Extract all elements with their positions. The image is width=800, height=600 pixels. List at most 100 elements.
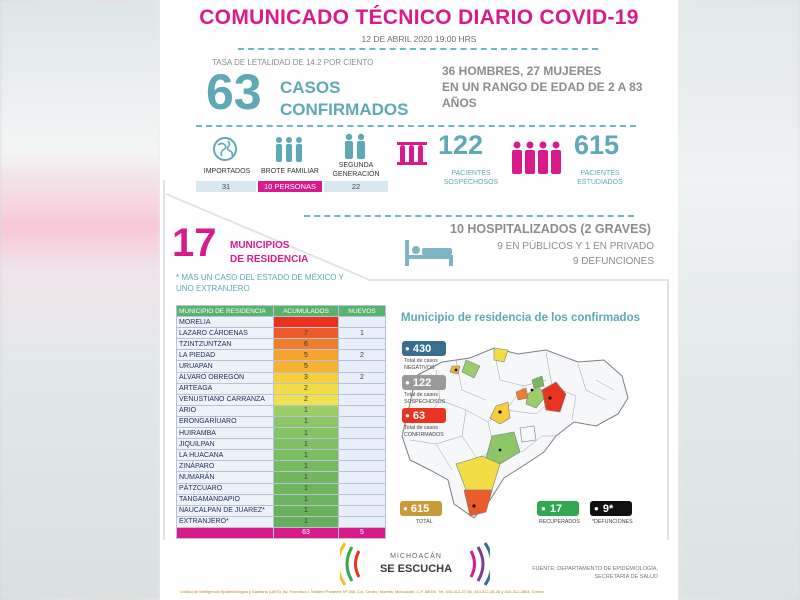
total-chip: ● 615 bbox=[400, 501, 442, 516]
table-row: URUAPAN 5 bbox=[176, 360, 386, 373]
blurred-background-right bbox=[678, 0, 800, 600]
total-label: TOTAL bbox=[416, 519, 433, 525]
new-cases-cell bbox=[338, 515, 386, 528]
municipality-name: ERONGARÍUARO bbox=[176, 415, 274, 429]
suspects-map-value: 122 bbox=[412, 376, 432, 389]
municipality-name: VENUSTIANO CARRANZA bbox=[176, 393, 274, 406]
new-cases-cell: 1 bbox=[338, 327, 386, 340]
municipality-name: ARIO bbox=[176, 404, 274, 417]
recovered-value: 17 bbox=[549, 502, 563, 515]
municipalities-label-2: DE RESIDENCIA bbox=[230, 254, 309, 265]
municipality-name: ALVARO OBREGÓN bbox=[176, 371, 274, 384]
new-cases-cell bbox=[338, 382, 386, 395]
municipality-name: ARTEAGA bbox=[176, 382, 274, 395]
demographics-line-3: AÑOS bbox=[442, 96, 477, 110]
accumulated-cell: 1 bbox=[273, 415, 339, 429]
negatives-chip: ● 430 bbox=[402, 341, 446, 356]
negatives-label-2: NEGATIVOS bbox=[404, 365, 435, 371]
new-cases-cell bbox=[338, 471, 386, 484]
accumulated-cell bbox=[273, 316, 339, 329]
map-title: Municipio de residencia de los confirmad… bbox=[401, 312, 640, 324]
suspects-label-1: PACIENTES bbox=[451, 170, 491, 177]
table-row: ALVARO OBREGÓN 3 2 bbox=[176, 371, 386, 384]
hospitalized-line: 10 HOSPITALIZADOS (2 GRAVES) bbox=[450, 222, 651, 236]
municipality-name: NAUCALPAN DE JUAREZ* bbox=[176, 504, 274, 517]
deaths-line: 9 DEFUNCIONES bbox=[572, 256, 654, 267]
family-outbreak-label: BROTE FAMILIAR bbox=[261, 168, 319, 175]
lethality-rate: TASA DE LETALIDAD DE 14.2 POR CIENTO bbox=[212, 58, 374, 67]
new-cases-cell bbox=[338, 393, 386, 406]
accumulated-cell: 1 bbox=[273, 482, 339, 495]
new-cases-cell bbox=[338, 504, 386, 517]
globe-icon bbox=[213, 137, 237, 161]
municipalities-label-1: MUNICIPIOS bbox=[230, 240, 290, 251]
table-row: MORELIA bbox=[176, 316, 386, 329]
person-icon: ● bbox=[405, 378, 410, 387]
suspects-map-label-2: SOSPECHOSOS bbox=[404, 399, 446, 405]
imported-value: 31 bbox=[196, 181, 256, 192]
demographics-line-1: 36 HOMBRES, 27 MUJERES bbox=[442, 64, 602, 78]
new-cases-cell bbox=[338, 404, 386, 417]
table-row: ERONGARÍUARO 1 bbox=[176, 415, 386, 429]
municipalities-note-2: UNO EXTRANJERO bbox=[176, 284, 250, 293]
infographic-card: COMUNICADO TÉCNICO DIARIO COVID-19 12 DE… bbox=[160, 0, 678, 600]
suspects-chip: ● 122 bbox=[402, 375, 446, 390]
table-header-row: MUNICIPIO DE RESIDENCIA ACUMULADOS NUEVOS bbox=[176, 304, 386, 318]
family-outbreak-value: 10 PERSONAS bbox=[258, 181, 322, 192]
imported-label: IMPORTADOS bbox=[203, 168, 251, 175]
source-line-1: FUENTE: DEPARTAMENTO DE EPIDEMIOLOGÍA, bbox=[532, 566, 658, 572]
table-header-cell: NUEVOS bbox=[338, 304, 386, 318]
divider bbox=[238, 48, 598, 50]
studied-label-2: ESTUDIADOS bbox=[577, 179, 623, 186]
total-accumulated-cell: 63 bbox=[273, 526, 339, 539]
accumulated-cell: 1 bbox=[273, 471, 339, 484]
deaths-chip: ● 9* bbox=[590, 501, 632, 516]
accumulated-cell: 1 bbox=[273, 493, 339, 506]
accumulated-cell: 1 bbox=[273, 460, 339, 473]
confirmed-map-label-2: CONFIRMADOS bbox=[404, 432, 444, 438]
second-generation-value: 22 bbox=[324, 181, 388, 192]
confirmed-map-value: 63 bbox=[412, 409, 426, 422]
new-cases-cell bbox=[338, 493, 386, 506]
municipality-name: PÁTZCUARO bbox=[176, 482, 274, 495]
logo-line-1: MICHOACÁN bbox=[390, 553, 442, 560]
test-tubes-icon bbox=[397, 142, 427, 165]
table-row: ARIO 1 bbox=[176, 404, 386, 417]
municipality-name: EXTRANJERO* bbox=[176, 515, 274, 528]
new-cases-cell bbox=[338, 438, 386, 451]
table-header-cell: ACUMULADOS bbox=[273, 304, 339, 318]
panel-border bbox=[163, 180, 669, 540]
municipalities-table: MUNICIPIO DE RESIDENCIA ACUMULADOS NUEVOS M… bbox=[176, 304, 386, 539]
recovered-label: RECUPERADOS bbox=[539, 519, 580, 525]
divider bbox=[304, 215, 634, 217]
source-line-2: SECRETARÍA DE SALUD bbox=[594, 574, 658, 580]
new-cases-cell bbox=[338, 415, 386, 429]
new-cases-cell bbox=[338, 482, 386, 495]
accumulated-cell: 6 bbox=[273, 338, 339, 351]
confirmed-map-label-1: Total de casos bbox=[404, 425, 438, 431]
confirmed-label-2: CONFIRMADOS bbox=[280, 100, 409, 119]
municipality-name: LAZARO CÁRDENAS bbox=[176, 327, 274, 340]
municipality-name: TANGAMANDAPIO bbox=[176, 493, 274, 506]
suspects-label-2: SOSPECHOSOS bbox=[443, 179, 499, 186]
new-cases-cell bbox=[338, 449, 386, 462]
new-cases-cell: 2 bbox=[338, 371, 386, 384]
logo-line-2: SE ESCUCHA bbox=[379, 563, 453, 575]
recovered-chip: ● 17 bbox=[537, 501, 579, 516]
accumulated-cell: 7 bbox=[273, 327, 339, 340]
family-icon bbox=[276, 137, 302, 162]
report-date: 12 DE ABRIL 2020 19:00 HRS bbox=[361, 34, 477, 44]
new-cases-cell bbox=[338, 316, 386, 329]
people-group-icon bbox=[512, 141, 561, 174]
deaths-label: *DEFUNCIONES bbox=[592, 519, 633, 525]
confirmed-count: 63 bbox=[206, 64, 262, 120]
accumulated-cell: 2 bbox=[273, 382, 339, 395]
municipalities-count: 17 bbox=[172, 221, 217, 265]
table-header-cell: MUNICIPIO DE RESIDENCIA bbox=[176, 304, 274, 318]
deaths-value: 9* bbox=[602, 502, 614, 515]
negatives-value: 430 bbox=[412, 342, 432, 355]
new-cases-cell bbox=[338, 360, 386, 373]
accumulated-cell: 2 bbox=[273, 393, 339, 406]
table-row: TZINTZUNTZAN 6 bbox=[176, 338, 386, 351]
negatives-label-1: Total de casos bbox=[404, 358, 438, 364]
